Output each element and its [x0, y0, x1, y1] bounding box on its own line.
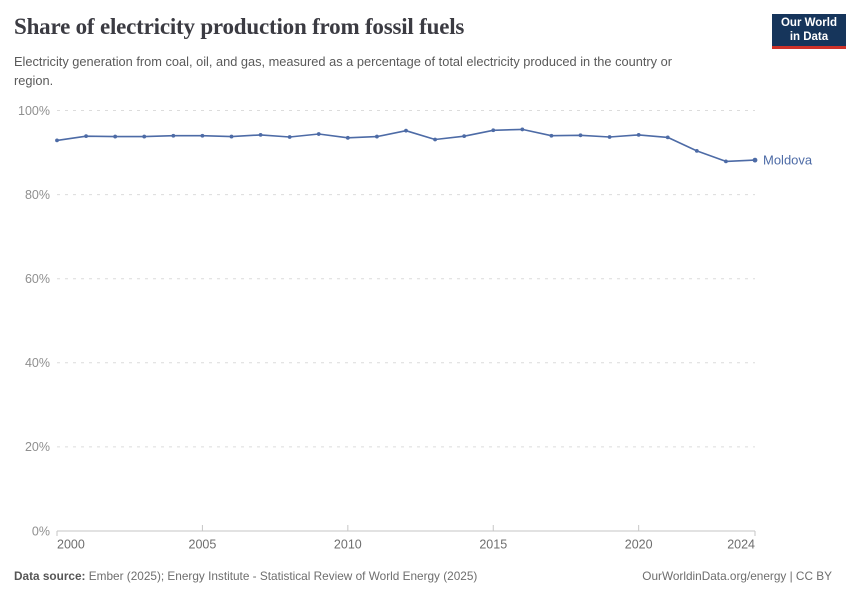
- data-point[interactable]: [636, 132, 641, 137]
- data-point[interactable]: [578, 133, 583, 138]
- data-source-note: Data source: Ember (2025); Energy Instit…: [14, 569, 477, 583]
- owid-logo-line1: Our World: [780, 16, 837, 29]
- y-axis-tick-label: 60%: [25, 272, 50, 286]
- series-label-moldova[interactable]: Moldova: [763, 153, 813, 168]
- x-axis-tick-label: 2000: [57, 538, 85, 552]
- data-point[interactable]: [694, 148, 699, 153]
- data-point[interactable]: [258, 132, 263, 137]
- data-point[interactable]: [549, 133, 554, 138]
- owid-logo[interactable]: Our World in Data: [772, 14, 846, 49]
- y-axis-tick-label: 40%: [25, 356, 50, 370]
- series-line-moldova[interactable]: [56, 128, 756, 163]
- data-point[interactable]: [520, 127, 525, 132]
- x-axis-tick-label: 2020: [625, 538, 653, 552]
- license-link[interactable]: OurWorldinData.org/energy | CC BY: [642, 569, 832, 583]
- x-axis-tick-label: 2015: [479, 538, 507, 552]
- x-axis-tick-label: 2024: [727, 538, 755, 552]
- x-axis-tick-label: 2010: [334, 538, 362, 552]
- data-point[interactable]: [724, 159, 728, 164]
- data-point[interactable]: [462, 134, 467, 139]
- data-point[interactable]: [287, 135, 292, 139]
- data-point[interactable]: [84, 134, 88, 139]
- y-axis-tick-label: 20%: [25, 440, 50, 454]
- data-point[interactable]: [404, 128, 408, 133]
- data-point[interactable]: [142, 134, 147, 139]
- data-point[interactable]: [491, 128, 496, 133]
- chart-subtitle: Electricity generation from coal, oil, a…: [14, 54, 672, 89]
- x-axis-tick-label: 2005: [189, 538, 217, 552]
- data-point[interactable]: [375, 134, 379, 139]
- data-point[interactable]: [752, 157, 758, 163]
- y-axis-tick-label: 0%: [32, 524, 50, 538]
- owid-logo-text: Our World in Data: [781, 16, 837, 45]
- data-point[interactable]: [316, 132, 321, 136]
- data-point[interactable]: [665, 135, 670, 140]
- data-point[interactable]: [345, 135, 350, 140]
- data-point[interactable]: [200, 133, 205, 138]
- data-point[interactable]: [171, 133, 176, 138]
- page-title: Share of electricity production from fos…: [14, 14, 465, 39]
- data-point[interactable]: [229, 134, 234, 139]
- y-axis-tick-label: 80%: [25, 188, 50, 202]
- data-source-text: Ember (2025); Energy Institute - Statist…: [85, 569, 478, 583]
- data-point[interactable]: [55, 138, 59, 143]
- y-axis-tick-label: 100%: [18, 104, 50, 118]
- data-point[interactable]: [607, 135, 612, 139]
- chart-footer: Data source: Ember (2025); Energy Instit…: [14, 569, 832, 583]
- data-point[interactable]: [433, 137, 437, 142]
- data-point[interactable]: [113, 134, 118, 139]
- data-source-label: Data source:: [14, 569, 86, 583]
- owid-logo-line2: in Data: [789, 31, 829, 43]
